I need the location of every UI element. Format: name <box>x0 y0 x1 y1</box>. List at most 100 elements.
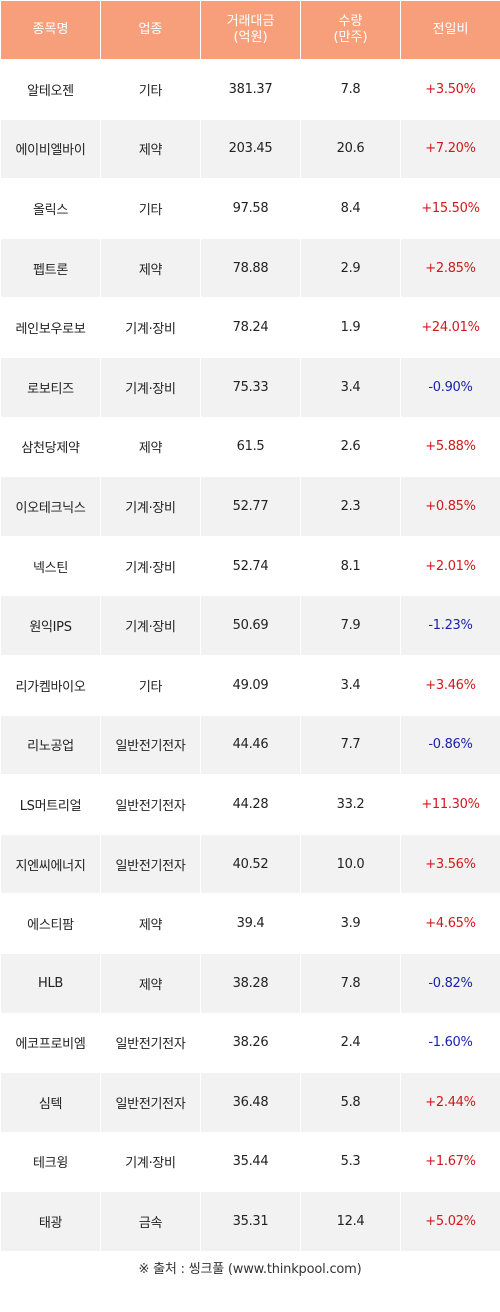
trade-amount-cell: 52.77 <box>201 477 300 536</box>
trade-amount-cell: 97.58 <box>201 179 300 238</box>
volume-cell: 2.4 <box>301 1013 400 1073</box>
trade-amount-cell: 35.44 <box>201 1132 300 1192</box>
table-row: LS머트리얼 일반전기전자 44.28 33.2 +11.30% <box>1 775 500 834</box>
volume-cell: 12.4 <box>301 1192 400 1251</box>
change-cell: +11.30% <box>401 775 500 834</box>
change-cell: +15.50% <box>401 179 500 238</box>
source-note: ※ 출처 : 씽크풀 (www.thinkpool.com) <box>138 1262 362 1277</box>
volume-cell: 8.1 <box>301 536 400 596</box>
stock-name-cell: 이오테크닉스 <box>1 477 100 536</box>
change-cell: +5.02% <box>401 1192 500 1251</box>
table-row: 올릭스 기타 97.58 8.4 +15.50% <box>1 179 500 238</box>
stock-name-cell: LS머트리얼 <box>1 775 100 834</box>
sector-cell: 기계·장비 <box>101 536 200 596</box>
sector-cell: 금속 <box>101 1192 200 1251</box>
change-cell: +2.85% <box>401 238 500 298</box>
table-header: 종목명 업종 거래대금 (억원) 수량 (만주) 전일비 <box>1 1 500 59</box>
volume-cell: 7.8 <box>301 953 400 1013</box>
header-sector: 업종 <box>101 1 200 59</box>
stock-name-cell: 올릭스 <box>1 179 100 238</box>
change-cell: +0.85% <box>401 477 500 536</box>
table-row: 에이비엘바이 제약 203.45 20.6 +7.20% <box>1 119 500 179</box>
sector-cell: 기타 <box>101 655 200 715</box>
table-row: 이오테크닉스 기계·장비 52.77 2.3 +0.85% <box>1 477 500 536</box>
sector-cell: 일반전기전자 <box>101 1073 200 1132</box>
sector-cell: 제약 <box>101 119 200 179</box>
volume-cell: 5.3 <box>301 1132 400 1192</box>
header-volume: 수량 (만주) <box>301 1 400 59</box>
sector-cell: 기계·장비 <box>101 477 200 536</box>
trade-amount-cell: 36.48 <box>201 1073 300 1132</box>
trade-amount-cell: 52.74 <box>201 536 300 596</box>
change-cell: -1.23% <box>401 596 500 655</box>
trade-amount-cell: 78.88 <box>201 238 300 298</box>
stock-name-cell: 태광 <box>1 1192 100 1251</box>
table-row: 리가켐바이오 기타 49.09 3.4 +3.46% <box>1 655 500 715</box>
table-row: 에스티팜 제약 39.4 3.9 +4.65% <box>1 894 500 953</box>
change-cell: +4.65% <box>401 894 500 953</box>
header-row: 종목명 업종 거래대금 (억원) 수량 (만주) 전일비 <box>1 1 500 59</box>
sector-cell: 제약 <box>101 894 200 953</box>
table-row: 에코프로비엠 일반전기전자 38.26 2.4 -1.60% <box>1 1013 500 1073</box>
sector-cell: 제약 <box>101 238 200 298</box>
sector-cell: 일반전기전자 <box>101 775 200 834</box>
stock-name-cell: 에코프로비엠 <box>1 1013 100 1073</box>
table-row: 펩트론 제약 78.88 2.9 +2.85% <box>1 238 500 298</box>
change-cell: +3.56% <box>401 834 500 894</box>
volume-cell: 3.9 <box>301 894 400 953</box>
trade-amount-cell: 38.26 <box>201 1013 300 1073</box>
stock-name-cell: HLB <box>1 953 100 1013</box>
header-volume-line1: 수량 <box>338 14 363 29</box>
stock-name-cell: 에스티팜 <box>1 894 100 953</box>
stock-table: 종목명 업종 거래대금 (억원) 수량 (만주) 전일비 알테오젠 기타 381.3… <box>0 0 500 1252</box>
change-cell: +5.88% <box>401 417 500 477</box>
trade-amount-cell: 381.37 <box>201 60 300 119</box>
change-cell: +2.01% <box>401 536 500 596</box>
trade-amount-cell: 39.4 <box>201 894 300 953</box>
volume-cell: 2.3 <box>301 477 400 536</box>
volume-cell: 7.7 <box>301 715 400 775</box>
stock-name-cell: 리가켐바이오 <box>1 655 100 715</box>
header-name: 종목명 <box>1 1 100 59</box>
header-amount: 거래대금 (억원) <box>201 1 300 59</box>
stock-name-cell: 테크윙 <box>1 1132 100 1192</box>
volume-cell: 2.6 <box>301 417 400 477</box>
trade-amount-cell: 61.5 <box>201 417 300 477</box>
table-row: 지엔씨에너지 일반전기전자 40.52 10.0 +3.56% <box>1 834 500 894</box>
volume-cell: 33.2 <box>301 775 400 834</box>
volume-cell: 3.4 <box>301 357 400 417</box>
trade-amount-cell: 49.09 <box>201 655 300 715</box>
table-row: 원익IPS 기계·장비 50.69 7.9 -1.23% <box>1 596 500 655</box>
sector-cell: 기타 <box>101 179 200 238</box>
trade-amount-cell: 44.28 <box>201 775 300 834</box>
volume-cell: 20.6 <box>301 119 400 179</box>
trade-amount-cell: 44.46 <box>201 715 300 775</box>
stock-table-container: 종목명 업종 거래대금 (억원) 수량 (만주) 전일비 알테오젠 기타 381.3… <box>0 0 500 1252</box>
trade-amount-cell: 78.24 <box>201 298 300 357</box>
sector-cell: 기계·장비 <box>101 596 200 655</box>
volume-cell: 1.9 <box>301 298 400 357</box>
trade-amount-cell: 50.69 <box>201 596 300 655</box>
change-cell: +2.44% <box>401 1073 500 1132</box>
stock-name-cell: 삼천당제약 <box>1 417 100 477</box>
table-row: 심텍 일반전기전자 36.48 5.8 +2.44% <box>1 1073 500 1132</box>
stock-name-cell: 레인보우로보 <box>1 298 100 357</box>
sector-cell: 제약 <box>101 953 200 1013</box>
stock-name-cell: 리노공업 <box>1 715 100 775</box>
header-volume-line2: (만주) <box>333 30 368 45</box>
stock-name-cell: 넥스틴 <box>1 536 100 596</box>
change-cell: +24.01% <box>401 298 500 357</box>
header-amount-line2: (억원) <box>233 30 268 45</box>
table-row: 알테오젠 기타 381.37 7.8 +3.50% <box>1 60 500 119</box>
sector-cell: 제약 <box>101 417 200 477</box>
table-row: 삼천당제약 제약 61.5 2.6 +5.88% <box>1 417 500 477</box>
volume-cell: 3.4 <box>301 655 400 715</box>
stock-name-cell: 지엔씨에너지 <box>1 834 100 894</box>
trade-amount-cell: 203.45 <box>201 119 300 179</box>
table-body: 알테오젠 기타 381.37 7.8 +3.50% 에이비엘바이 제약 203.45 20.6 +… <box>1 60 500 1251</box>
table-row: 레인보우로보 기계·장비 78.24 1.9 +24.01% <box>1 298 500 357</box>
volume-cell: 5.8 <box>301 1073 400 1132</box>
table-row: HLB 제약 38.28 7.8 -0.82% <box>1 953 500 1013</box>
stock-name-cell: 알테오젠 <box>1 60 100 119</box>
volume-cell: 7.8 <box>301 60 400 119</box>
